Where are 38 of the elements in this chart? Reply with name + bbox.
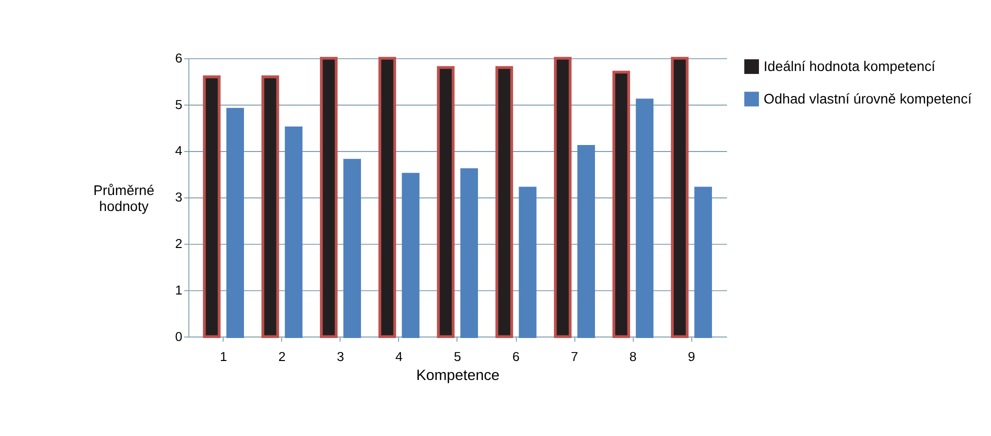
legend-label: Ideální hodnota kompetencí <box>764 58 936 74</box>
bar <box>554 56 572 338</box>
bar <box>320 56 338 338</box>
y-tick-label: 5 <box>175 96 182 112</box>
bar <box>284 126 302 338</box>
x-tick-label: 6 <box>512 349 520 364</box>
bar <box>612 70 630 338</box>
x-tick-label: 9 <box>688 349 696 364</box>
y-tick-label: 6 <box>175 50 182 66</box>
y-tick-label: 0 <box>175 328 182 344</box>
bar <box>226 108 244 338</box>
x-tick-label: 4 <box>395 349 403 364</box>
x-axis-title: Kompetence <box>416 368 500 384</box>
x-tick-label: 8 <box>629 349 637 364</box>
y-tick-label: 4 <box>175 143 182 158</box>
y-tick-label: 3 <box>175 190 182 205</box>
y-tick-label: 2 <box>175 236 182 252</box>
bar <box>636 98 654 338</box>
y-axis-title: Průměrné hodnoty <box>93 182 155 214</box>
x-tick-label: 3 <box>336 349 344 364</box>
x-tick-label: 1 <box>220 349 228 364</box>
bar <box>343 158 361 338</box>
bar <box>577 145 595 338</box>
bar <box>378 56 396 338</box>
bar <box>670 56 689 338</box>
bar <box>694 186 712 338</box>
legend-label: Odhad vlastní úrovně kompetencí <box>764 90 972 107</box>
x-tick-label: 2 <box>278 349 286 364</box>
bar <box>261 75 280 338</box>
x-tick-label: 5 <box>454 349 462 364</box>
y-tick-label: 1 <box>175 282 182 298</box>
bar <box>402 172 420 338</box>
bar <box>436 66 455 338</box>
x-tick-label: 7 <box>570 349 578 364</box>
bar <box>460 168 478 338</box>
bar <box>202 75 221 338</box>
bar <box>518 186 536 338</box>
bar <box>495 66 514 338</box>
